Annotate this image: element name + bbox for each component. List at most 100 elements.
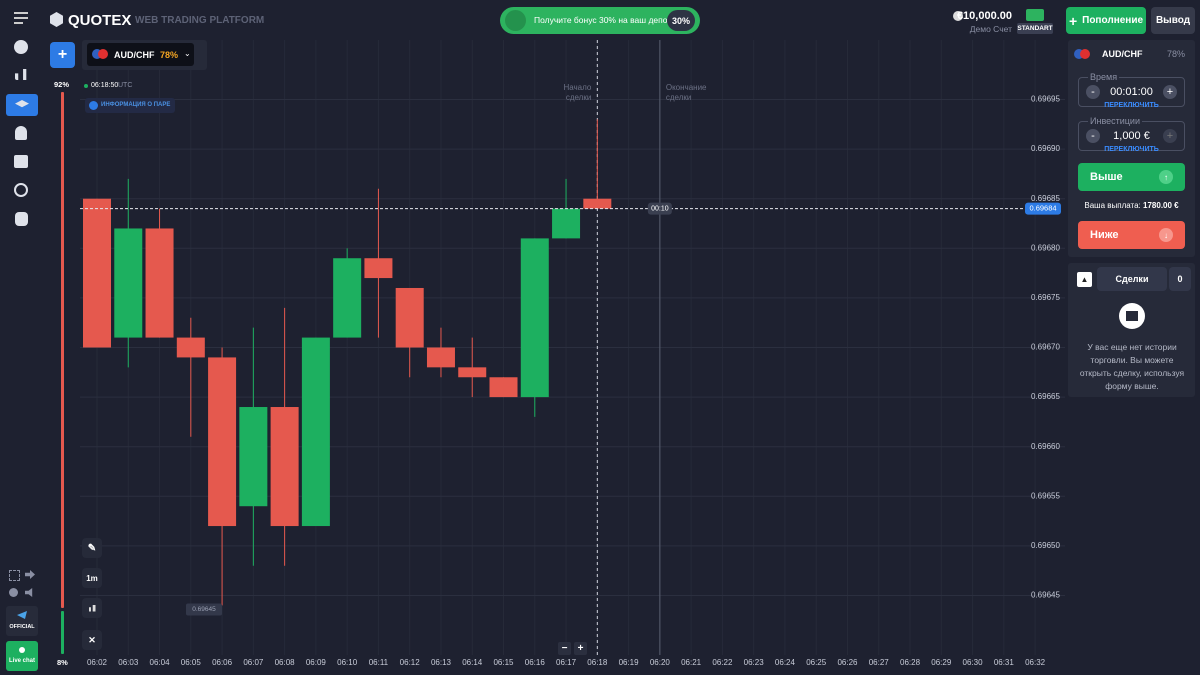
trades-count: 0	[1169, 267, 1191, 291]
trades-panel: ▲ Сделки 0 У вас еще нет истории торговл…	[1068, 263, 1195, 397]
time-minus[interactable]: -	[1086, 85, 1100, 99]
trades-tab[interactable]: Сделки	[1097, 267, 1167, 291]
deposit-text: Пополнение	[1082, 15, 1144, 26]
server-time: 06:18:50	[91, 82, 119, 89]
candle-body	[583, 198, 612, 209]
bonus-banner[interactable]: Получите бонус 30% на ваш депозит 30%	[500, 7, 700, 34]
official-button[interactable]: OFFICIAL	[6, 606, 38, 636]
investment-minus[interactable]: -	[1086, 129, 1100, 143]
indicators-button[interactable]: ✕	[82, 630, 102, 650]
time-value: 00:01:00	[1110, 86, 1153, 98]
x-tick-label: 06:28	[900, 658, 921, 667]
investment-plus[interactable]: +	[1163, 129, 1177, 143]
profile-icon[interactable]	[15, 126, 27, 140]
asset-tab: AUD/CHF 78% ⌄	[82, 40, 207, 70]
down-button[interactable]: Ниже ↓	[1078, 221, 1185, 249]
asset-selector[interactable]: AUD/CHF 78% ⌄	[87, 43, 194, 66]
add-asset-button[interactable]: +	[50, 42, 75, 68]
candle-body	[176, 337, 205, 358]
up-button[interactable]: Выше ↑	[1078, 163, 1185, 191]
x-tick-label: 06:07	[243, 658, 264, 667]
share-icon[interactable]	[25, 570, 35, 579]
timezone: UTC	[118, 82, 133, 89]
current-price-label: 0.69684	[1029, 204, 1056, 213]
time-label: Время	[1088, 72, 1120, 82]
up-text: Выше	[1090, 171, 1123, 183]
time-plus[interactable]: +	[1163, 85, 1177, 99]
y-tick-label: 0.69680	[1031, 243, 1060, 252]
collapse-button[interactable]: ▲	[1077, 272, 1092, 287]
candle-body	[145, 228, 174, 338]
settings-icon[interactable]	[9, 588, 18, 597]
candle-body	[489, 377, 518, 398]
draw-tool[interactable]: ✎	[82, 538, 102, 558]
y-tick-label: 0.69670	[1031, 343, 1060, 352]
candle-body	[458, 367, 487, 378]
chart-type-button[interactable]	[82, 598, 102, 618]
market-icon[interactable]	[14, 155, 28, 168]
sentiment-segment	[61, 610, 64, 654]
live-chat-button[interactable]: Live chat	[6, 641, 38, 671]
x-tick-label: 06:13	[431, 658, 452, 667]
x-tick-label: 06:23	[744, 658, 765, 667]
balance[interactable]: €10,000.00	[956, 10, 1012, 22]
investment-field[interactable]: Инвестиции - 1,000 € +	[1078, 116, 1185, 151]
current-price-badge	[1025, 202, 1061, 215]
account-flag	[1026, 9, 1044, 21]
time-field[interactable]: Время - 00:01:00 +	[1078, 72, 1185, 107]
candle-body	[208, 357, 237, 527]
x-tick-label: 06:29	[931, 658, 952, 667]
zoom-in[interactable]: +	[574, 642, 587, 655]
x-tick-label: 06:22	[712, 658, 733, 667]
investment-value: 1,000 €	[1113, 130, 1150, 142]
fullscreen-icon[interactable]	[9, 570, 20, 581]
y-tick-label: 0.69645	[1031, 591, 1060, 600]
asset-payout: 78%	[160, 50, 179, 60]
tagline: WEB TRADING PLATFORM	[135, 15, 265, 26]
sentiment-bar	[61, 92, 64, 655]
trade-panel: AUD/CHF 78% Время - 00:01:00 + ПЕРЕКЛЮЧИ…	[1068, 40, 1195, 257]
x-tick-label: 06:31	[994, 658, 1015, 667]
x-tick-label: 06:02	[87, 658, 108, 667]
x-tick-label: 06:18	[587, 658, 608, 667]
withdraw-button[interactable]: Вывод	[1151, 7, 1195, 34]
candle-body	[301, 337, 330, 527]
help-icon[interactable]	[14, 40, 28, 54]
account-type: STANDART	[1017, 23, 1053, 34]
interval-button[interactable]: 1m	[82, 568, 102, 588]
asset-name: AUD/CHF	[114, 50, 155, 60]
x-tick-label: 06:21	[681, 658, 702, 667]
x-tick-label: 06:19	[619, 658, 640, 667]
low-marker-badge	[186, 603, 222, 616]
x-tick-label: 06:15	[493, 658, 514, 667]
tournaments-icon[interactable]	[15, 212, 28, 226]
zoom-out[interactable]: −	[558, 642, 571, 655]
panel-payout: 78%	[1166, 49, 1185, 59]
time-switch[interactable]: ПЕРЕКЛЮЧИТЬ	[1104, 102, 1159, 109]
x-tick-label: 06:27	[869, 658, 890, 667]
deposit-button[interactable]: + Пополнение	[1066, 7, 1146, 34]
pair-info-button[interactable]: ИНФОРМАЦИЯ О ПАРЕ	[85, 98, 175, 113]
candle-body	[333, 258, 362, 338]
trade-end-label: Окончание сделки	[666, 83, 707, 102]
low-marker-label: 0.69645	[192, 606, 216, 613]
menu-button[interactable]	[14, 12, 28, 24]
candle-body	[552, 208, 581, 239]
logo[interactable]: QUOTEX	[68, 12, 132, 29]
account-label: Демо Счет	[969, 24, 1012, 34]
x-tick-label: 06:26	[837, 658, 858, 667]
balance-dropdown-icon[interactable]	[953, 11, 963, 21]
education-button[interactable]	[6, 94, 38, 116]
y-tick-label: 0.69685	[1031, 194, 1060, 203]
signals-icon[interactable]	[14, 183, 28, 197]
investment-switch[interactable]: ПЕРЕКЛЮЧИТЬ	[1104, 146, 1159, 153]
sound-icon[interactable]	[25, 588, 33, 597]
logo-icon	[50, 12, 63, 27]
bonus-text: Получите бонус 30% на ваш депозит	[534, 15, 680, 25]
x-tick-label: 06:30	[963, 658, 984, 667]
bonus-badge: 30%	[667, 10, 695, 31]
x-tick-label: 06:14	[462, 658, 483, 667]
candle-body	[426, 347, 455, 368]
x-tick-label: 06:09	[306, 658, 327, 667]
